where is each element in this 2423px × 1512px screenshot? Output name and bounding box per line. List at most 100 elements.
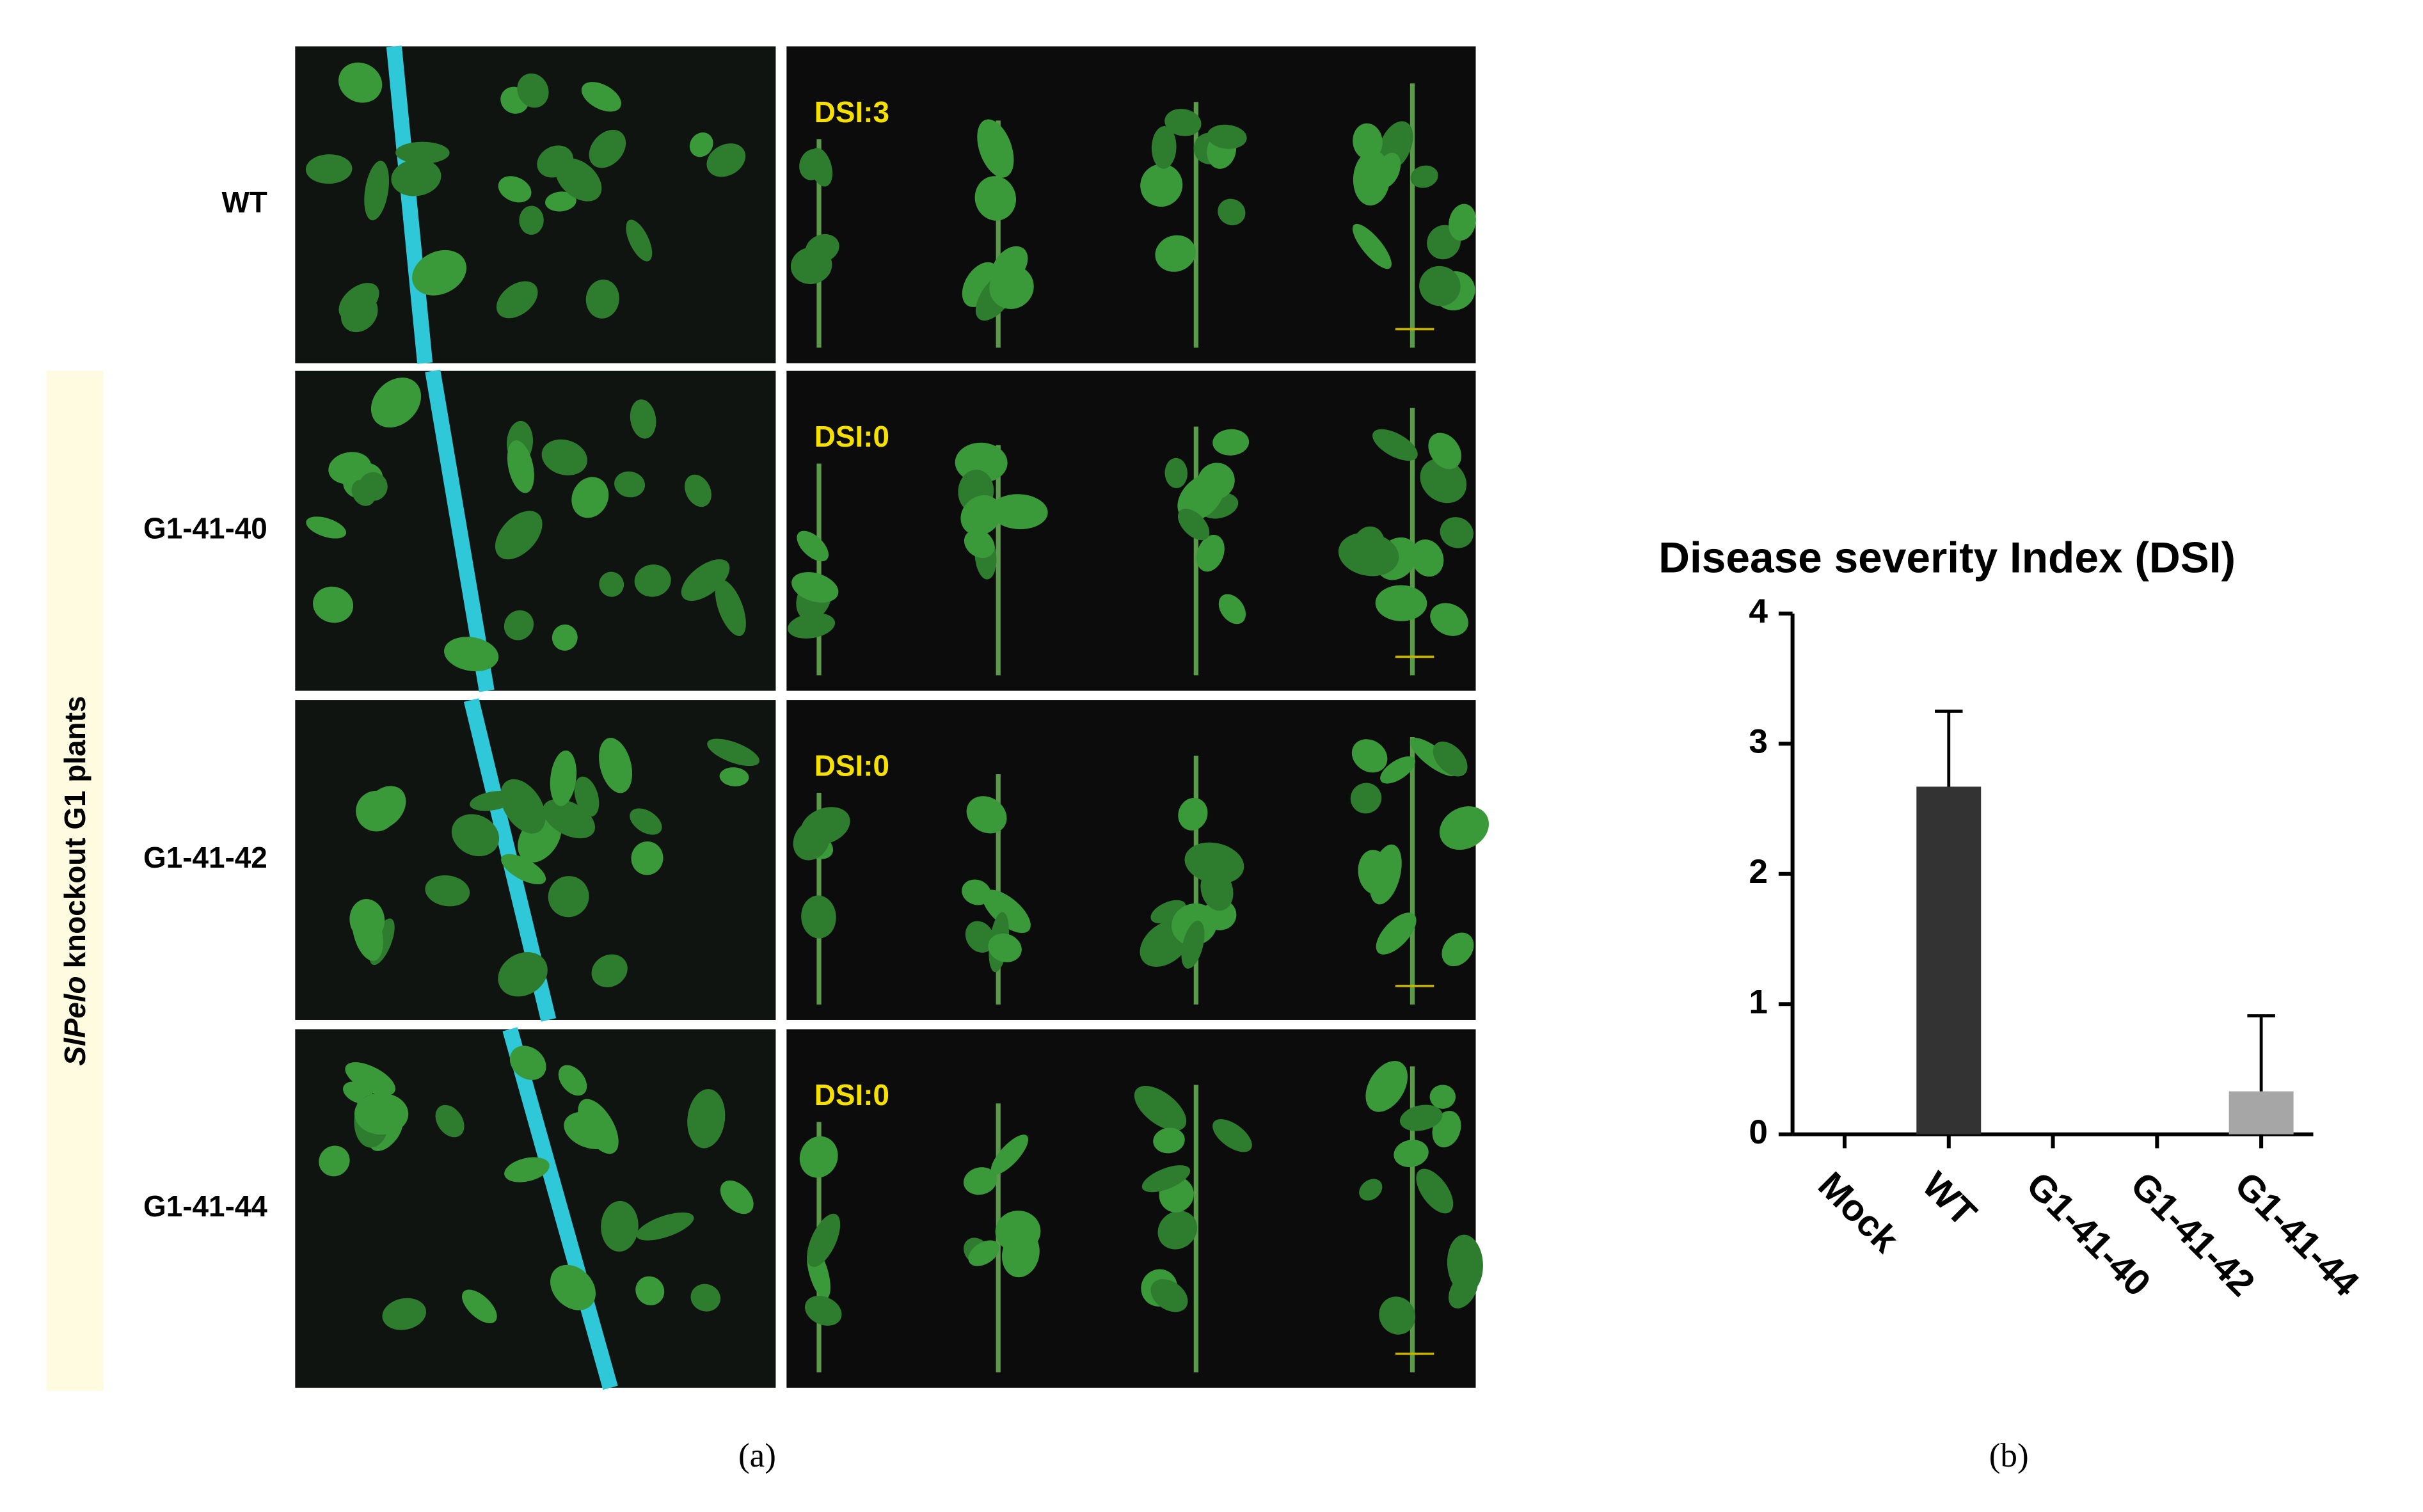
leaf [630, 808, 662, 835]
leaf [395, 141, 450, 164]
y-tick-label: 2 [1749, 853, 1768, 891]
row-label: G1-41-42 [143, 841, 267, 874]
leaf [960, 495, 1002, 536]
leaf [805, 234, 839, 263]
leaf [504, 1157, 550, 1182]
leaf-photo [786, 46, 1476, 363]
leaf [635, 1276, 665, 1305]
chart-title: Disease severity Index (DSI) [1658, 534, 2236, 582]
leaf [706, 143, 746, 177]
leaf [965, 921, 994, 953]
leaf [550, 750, 576, 806]
leaf [636, 1212, 694, 1241]
leaf [498, 952, 548, 997]
leaf [1365, 1061, 1408, 1112]
leaf [496, 281, 538, 319]
leaf [631, 841, 663, 875]
panel-caption: (a) [738, 1437, 776, 1474]
leaf [995, 1210, 1041, 1253]
leaf [1430, 603, 1468, 636]
leaf [1420, 458, 1467, 504]
leaf [363, 786, 406, 829]
leaf [1351, 739, 1388, 773]
leaf [681, 559, 730, 601]
leaf [548, 876, 589, 918]
leaf [1410, 165, 1438, 188]
leaf [720, 1180, 754, 1214]
row-label: WT [222, 186, 267, 219]
leaf [962, 879, 991, 905]
leaf [1440, 517, 1474, 548]
group-label: SlPelo knockout G1 plants [58, 696, 91, 1066]
leaf [545, 191, 576, 212]
leaf [1153, 1127, 1185, 1154]
leaf [800, 807, 850, 845]
leaf [1155, 235, 1196, 272]
leaf [1181, 920, 1205, 969]
leaf [1184, 842, 1244, 884]
leaf [719, 767, 749, 786]
leaf [1428, 433, 1461, 470]
leaf [1410, 539, 1444, 577]
leaf [797, 530, 829, 562]
leaf [519, 205, 544, 235]
leaf [689, 132, 713, 157]
leaf [599, 738, 633, 793]
dsi-label: DSI:0 [814, 420, 889, 453]
leaf-photo [786, 1029, 1476, 1388]
leaf [1350, 783, 1382, 814]
leaf [1212, 429, 1250, 456]
leaf [589, 129, 626, 168]
y-tick-label: 0 [1749, 1113, 1768, 1151]
leaf [1140, 164, 1183, 207]
leaf [338, 62, 383, 103]
leaf [788, 612, 836, 639]
leaf [1399, 1104, 1443, 1131]
leaf [687, 1089, 726, 1149]
leaf [412, 250, 466, 296]
leaf [498, 176, 532, 203]
leaf [982, 889, 1031, 934]
leaf [614, 471, 646, 498]
leaf [541, 439, 587, 475]
leaf [504, 610, 534, 641]
leaf [451, 814, 500, 857]
leaf [690, 1284, 721, 1312]
leaf [306, 516, 347, 539]
leaf [966, 796, 1007, 834]
leaf [1164, 109, 1202, 136]
leaf [988, 933, 1022, 962]
leaf [1442, 932, 1474, 967]
leaf [804, 1296, 842, 1326]
leaf [1379, 1296, 1416, 1335]
leaf [578, 1099, 619, 1154]
leaf [1164, 458, 1188, 488]
leaf [685, 474, 711, 507]
leaf [963, 1167, 997, 1195]
dsi-label: DSI:3 [814, 95, 889, 129]
leaf [599, 571, 624, 597]
leaf [591, 954, 628, 987]
leaf [799, 148, 826, 180]
leaf [1353, 223, 1392, 269]
leaf [1218, 594, 1246, 625]
leaf [555, 158, 602, 202]
y-tick-label: 3 [1749, 722, 1768, 760]
leaf [461, 1289, 497, 1323]
leaf [425, 875, 470, 907]
leaf [1177, 508, 1210, 541]
leaf [585, 279, 619, 319]
leaf [345, 1062, 396, 1096]
leaf [507, 440, 534, 493]
leaf [1439, 806, 1489, 850]
leaf [1380, 756, 1416, 784]
leaf [1207, 124, 1247, 149]
leaf [1433, 741, 1468, 777]
leaf [571, 477, 609, 518]
bar [2228, 1091, 2294, 1134]
leaf [517, 73, 549, 108]
leaf [1218, 198, 1246, 226]
leaf [1394, 1140, 1429, 1168]
y-tick-label: 4 [1749, 593, 1768, 630]
